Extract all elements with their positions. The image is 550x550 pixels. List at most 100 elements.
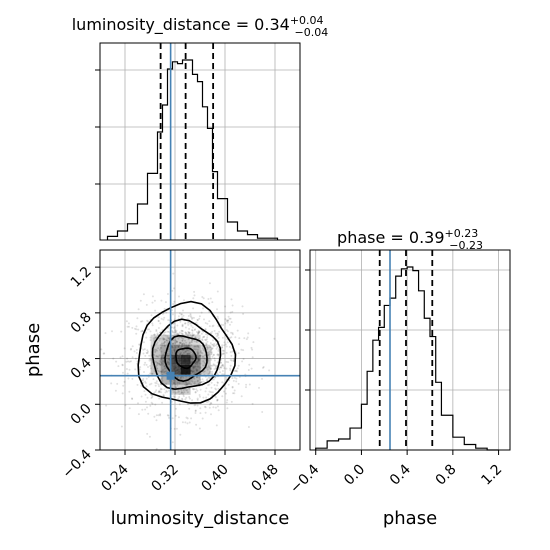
scatter-point — [228, 345, 231, 348]
scatter-point — [179, 346, 182, 349]
scatter-point — [230, 400, 233, 403]
density-cell — [200, 354, 211, 365]
scatter-point — [225, 319, 228, 322]
scatter-point — [156, 349, 158, 352]
scatter-point — [197, 332, 200, 335]
scatter-point — [161, 377, 164, 380]
scatter-point — [241, 360, 244, 363]
scatter-point — [196, 365, 199, 368]
density-cell — [170, 374, 181, 385]
scatter-point — [196, 398, 199, 401]
scatter-point — [158, 397, 161, 400]
scatter-point — [193, 348, 196, 351]
scatter-point — [182, 376, 185, 379]
scatter-point — [221, 349, 224, 352]
scatter-point — [217, 353, 220, 356]
scatter-point — [121, 364, 124, 367]
scatter-point — [206, 368, 209, 371]
density-cell — [170, 334, 181, 345]
scatter-point — [193, 382, 196, 385]
scatter-point — [171, 345, 173, 348]
scatter-point — [163, 342, 166, 345]
scatter-point — [210, 353, 213, 356]
scatter-point — [192, 365, 195, 368]
scatter-point — [161, 344, 164, 347]
scatter-point — [184, 383, 187, 386]
scatter-point — [188, 382, 190, 385]
scatter-point — [146, 349, 149, 352]
scatter-point — [227, 383, 230, 386]
scatter-point — [195, 345, 198, 348]
scatter-point — [193, 294, 196, 297]
scatter-point — [214, 376, 217, 379]
scatter-point — [128, 325, 130, 328]
scatter-point — [157, 414, 160, 417]
scatter-point — [179, 320, 182, 323]
scatter-point — [125, 360, 128, 363]
scatter-point — [144, 382, 147, 384]
scatter-point — [177, 397, 180, 400]
scatter-point — [174, 391, 177, 394]
scatter-point — [143, 371, 145, 373]
scatter-point — [205, 342, 208, 345]
scatter-point — [209, 366, 212, 369]
scatter-point — [193, 333, 196, 336]
scatter-point — [131, 345, 134, 348]
scatter-point — [219, 361, 222, 364]
scatter-point — [200, 351, 203, 354]
scatter-point — [228, 317, 231, 320]
scatter-point — [204, 390, 207, 393]
scatter-point — [181, 324, 184, 327]
scatter-point — [221, 344, 224, 347]
scatter-point — [168, 337, 171, 340]
scatter-point — [159, 387, 162, 390]
scatter-point — [208, 377, 211, 379]
scatter-point — [211, 370, 213, 373]
scatter-point — [190, 339, 193, 342]
scatter-point — [240, 395, 243, 398]
scatter-point — [268, 369, 271, 372]
scatter-point — [212, 378, 215, 381]
scatter-point — [188, 333, 191, 336]
scatter-point — [216, 290, 219, 293]
density-cell — [160, 334, 171, 345]
scatter-point — [225, 401, 228, 404]
scatter-point — [179, 376, 182, 379]
scatter-point — [163, 337, 165, 340]
scatter-point — [156, 367, 159, 370]
scatter-point — [197, 345, 200, 348]
scatter-point — [245, 383, 248, 386]
scatter-point — [195, 388, 198, 391]
scatter-point — [191, 329, 194, 332]
scatter-point — [213, 344, 216, 347]
scatter-point — [189, 313, 192, 316]
scatter-point — [198, 317, 201, 320]
scatter-point — [136, 317, 139, 320]
density-cell — [190, 344, 201, 355]
scatter-point — [163, 394, 166, 397]
scatter-point — [228, 337, 231, 339]
histogram-step — [106, 59, 279, 240]
scatter-point — [229, 358, 232, 361]
scatter-point — [226, 341, 229, 344]
scatter-point — [173, 327, 176, 330]
scatter-point — [186, 383, 189, 386]
scatter-point — [191, 316, 194, 319]
scatter-point — [193, 340, 196, 343]
scatter-point — [237, 382, 240, 385]
scatter-point — [207, 393, 210, 396]
scatter-point — [180, 332, 183, 335]
scatter-point — [185, 341, 188, 344]
scatter-point — [186, 422, 189, 425]
scatter-point — [144, 354, 147, 357]
scatter-point — [188, 344, 190, 347]
density-cell — [180, 374, 191, 385]
scatter-point — [216, 381, 219, 384]
scatter-point — [238, 337, 241, 340]
scatter-point — [198, 376, 201, 379]
scatter-point — [181, 343, 184, 346]
scatter-point — [185, 396, 188, 399]
scatter-point — [181, 325, 184, 328]
scatter-point — [231, 333, 234, 336]
scatter-point — [216, 399, 219, 402]
